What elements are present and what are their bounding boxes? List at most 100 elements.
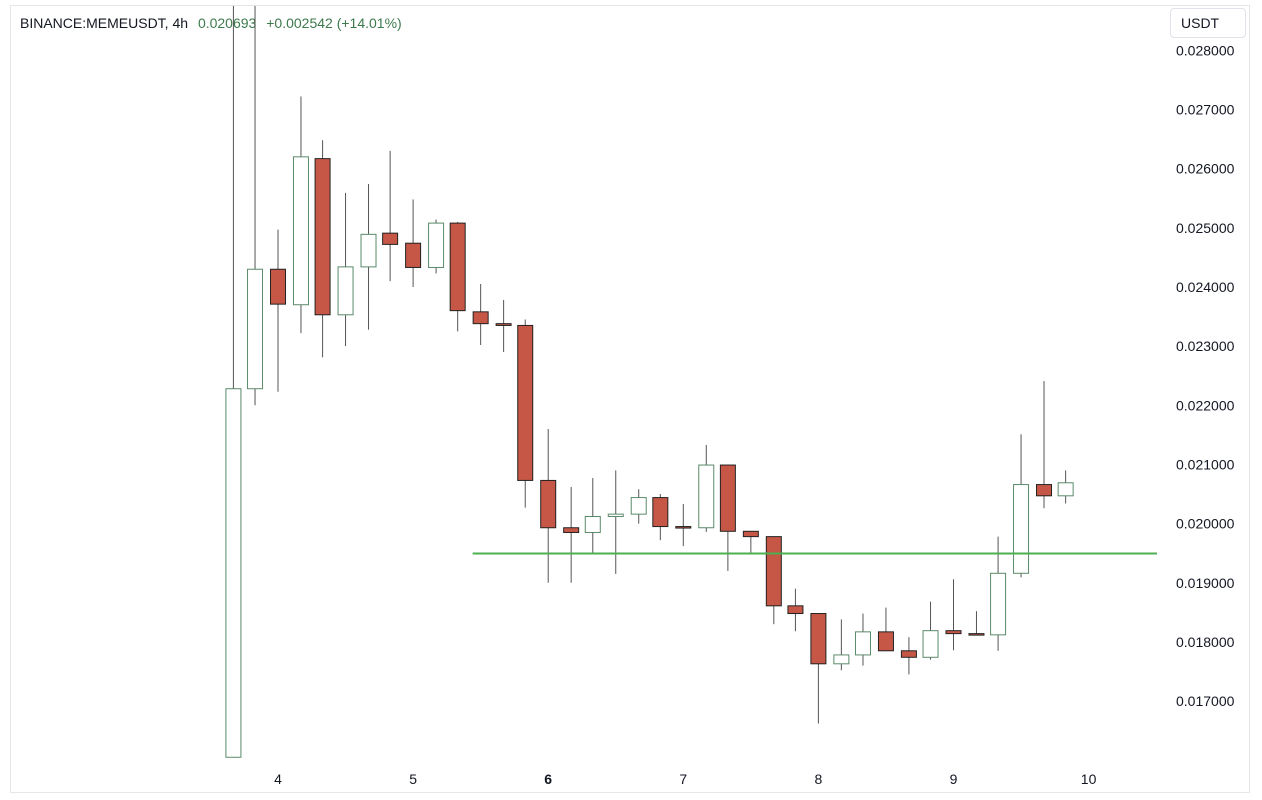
- candle[interactable]: [270, 229, 286, 392]
- chart-header: BINANCE:MEMEUSDT, 4h 0.020693 +0.002542 …: [20, 15, 402, 31]
- y-tick-label: 0.028000: [1176, 42, 1235, 58]
- y-tick-label: 0.017000: [1176, 693, 1235, 709]
- y-tick-label: 0.024000: [1176, 279, 1235, 295]
- candle-body-down: [877, 631, 894, 652]
- candle-body-down: [968, 633, 985, 636]
- candle-body-up: [990, 572, 1007, 636]
- candle[interactable]: [945, 579, 962, 651]
- candle[interactable]: [787, 588, 804, 632]
- x-tick-label: 8: [815, 771, 823, 787]
- candle[interactable]: [742, 530, 759, 554]
- candle-body-down: [517, 324, 534, 481]
- candle-body-down: [472, 311, 489, 325]
- candle-body-up: [1013, 484, 1030, 574]
- candle[interactable]: [922, 601, 939, 660]
- symbol-label: BINANCE:MEMEUSDT, 4h: [20, 15, 189, 31]
- candle-body-down: [719, 464, 736, 532]
- candle-body-down: [765, 536, 782, 607]
- x-tick-label: 7: [679, 771, 687, 787]
- candle-body-up: [225, 388, 242, 758]
- candle-body-up: [1057, 482, 1074, 497]
- candle[interactable]: [652, 494, 669, 541]
- candle[interactable]: [563, 486, 580, 583]
- last-price: 0.020693: [197, 15, 257, 31]
- y-tick-label: 0.020000: [1176, 516, 1235, 532]
- candle-body-down: [449, 222, 466, 312]
- candle[interactable]: [968, 611, 985, 636]
- candle-body-up: [630, 497, 647, 515]
- candle-body-down: [810, 613, 827, 665]
- price-change: +0.002542 (+14.01%): [266, 15, 402, 31]
- candle-body-down: [652, 497, 669, 528]
- candle-body-down: [270, 268, 286, 305]
- candle[interactable]: [854, 613, 871, 666]
- candle[interactable]: [472, 284, 489, 345]
- candle[interactable]: [584, 478, 601, 554]
- currency-selector[interactable]: USDT: [1170, 8, 1246, 38]
- candle[interactable]: [247, 6, 264, 406]
- candle[interactable]: [990, 536, 1007, 651]
- candle-body-down: [314, 158, 331, 316]
- candle-body-up: [292, 156, 309, 306]
- candle-body-down: [495, 323, 512, 326]
- x-tick-label: 9: [950, 771, 958, 787]
- candle-body-down: [540, 479, 557, 529]
- candle[interactable]: [1036, 381, 1053, 509]
- candle[interactable]: [292, 96, 309, 334]
- candle[interactable]: [495, 300, 512, 353]
- y-tick-label: 0.026000: [1176, 161, 1235, 177]
- candle[interactable]: [449, 221, 466, 332]
- x-tick-label: 10: [1081, 771, 1097, 787]
- candle-body-down: [742, 530, 759, 538]
- candle[interactable]: [698, 444, 715, 532]
- y-tick-label: 0.027000: [1176, 102, 1235, 118]
- candle[interactable]: [675, 504, 692, 547]
- candle[interactable]: [833, 619, 850, 671]
- candle[interactable]: [405, 199, 422, 287]
- candle-body-up: [922, 630, 939, 658]
- time-axis: 4 5 6 7 8 9 10: [274, 771, 1096, 787]
- candle-body-down: [563, 527, 580, 533]
- candle[interactable]: [810, 613, 827, 724]
- candle-body-down: [382, 232, 399, 245]
- candle[interactable]: [225, 6, 242, 758]
- candle[interactable]: [630, 489, 647, 524]
- candle-body-up: [428, 222, 445, 268]
- y-tick-label: 0.025000: [1176, 220, 1235, 236]
- candle[interactable]: [765, 536, 782, 625]
- candle-body-down: [405, 242, 422, 268]
- candle[interactable]: [1013, 434, 1030, 578]
- candle[interactable]: [719, 464, 736, 571]
- candle-body-up: [337, 266, 354, 316]
- candle-body-down: [1036, 484, 1053, 497]
- candle[interactable]: [607, 470, 624, 574]
- candle[interactable]: [900, 637, 917, 675]
- price-axis: 0.028000 0.027000 0.026000 0.025000 0.024000…: [1176, 42, 1235, 709]
- candle[interactable]: [428, 219, 445, 274]
- candle-body-up: [854, 631, 871, 656]
- candle-body-up: [833, 654, 850, 665]
- candle[interactable]: [540, 428, 557, 583]
- candle-body-down: [787, 605, 804, 615]
- candle-body-up: [360, 233, 377, 268]
- candle[interactable]: [337, 192, 354, 347]
- y-tick-label: 0.022000: [1176, 397, 1235, 413]
- chart-frame: [10, 5, 1250, 793]
- candle[interactable]: [382, 150, 399, 282]
- candle-body-up: [698, 464, 715, 529]
- candle-body-up: [584, 516, 601, 533]
- candle[interactable]: [877, 607, 894, 652]
- x-tick-label: 5: [409, 771, 417, 787]
- candle-body-up: [247, 268, 264, 390]
- candle[interactable]: [314, 140, 331, 358]
- x-tick-label: 4: [274, 771, 282, 787]
- candle[interactable]: [360, 184, 377, 330]
- y-tick-label: 0.021000: [1176, 456, 1235, 472]
- candles-layer: [225, 6, 1074, 758]
- y-tick-label: 0.019000: [1176, 575, 1235, 591]
- y-tick-label: 0.018000: [1176, 634, 1235, 650]
- candle-body-down: [675, 526, 692, 529]
- candle[interactable]: [1057, 470, 1074, 504]
- candle[interactable]: [517, 319, 534, 508]
